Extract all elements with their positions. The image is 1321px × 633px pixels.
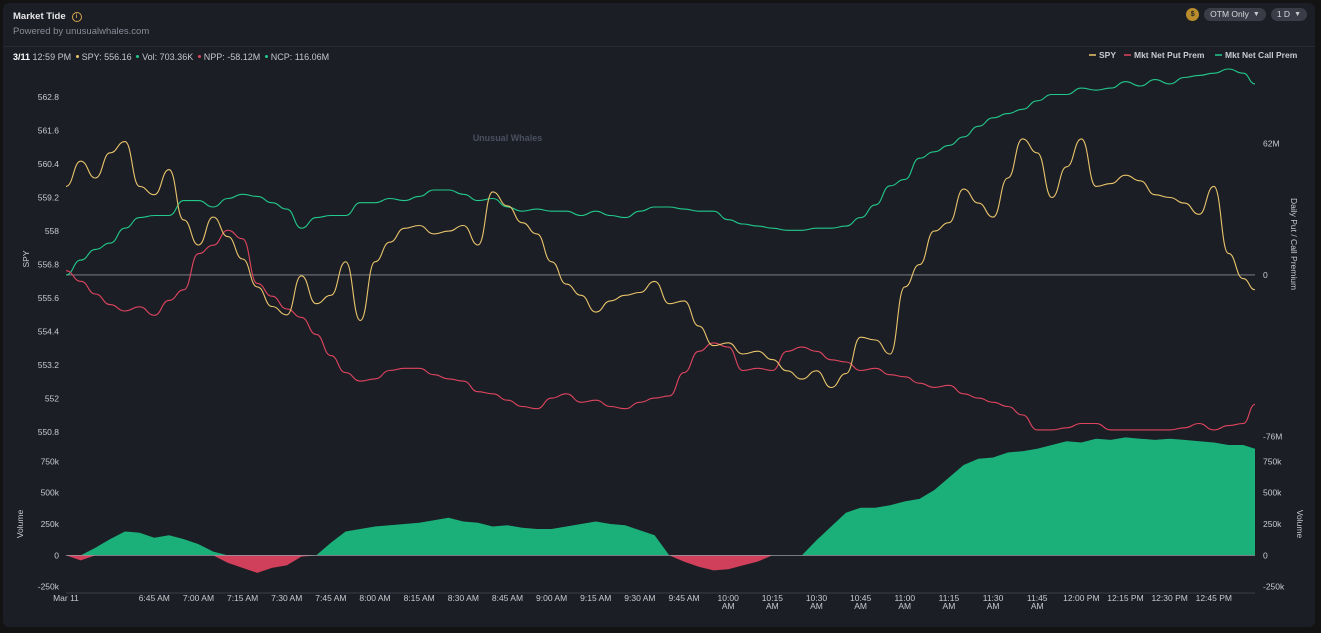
x-tick-label: 9:15 AM (580, 593, 611, 603)
volume-tick-label: 750k (41, 456, 60, 466)
x-tick-label: 8:45 AM (492, 593, 523, 603)
market-tide-chart[interactable]: Unusual Whales 562.8 561.6 560.4 559.2 558 556… (3, 3, 1315, 627)
timeframe-label: 1 D (1276, 9, 1291, 19)
y-tick-label: 552 (45, 394, 59, 404)
ncp-dot-icon (264, 55, 268, 58)
volume-tick-label-right: 250k (1263, 519, 1282, 529)
volume-tick-label: 0 (54, 550, 59, 560)
x-tick-label: 12:45 PM (1196, 593, 1232, 603)
readout-date: 3/11 (13, 52, 31, 62)
legend-item[interactable]: Mkt Net Put Prem (1124, 50, 1205, 60)
readout-ncp: NCP: 116.06M (270, 52, 330, 62)
x-tick-label: 11:45 AM (1027, 593, 1048, 611)
x-tick-label: 11:30 AM (983, 593, 1004, 611)
chart-watermark: Unusual Whales (473, 133, 543, 143)
premium-coin-icon[interactable]: $ (1186, 8, 1200, 21)
widget-subtitle: Powered by unusualwhales.com (13, 26, 150, 37)
x-tick-label: 11:15 AM (939, 593, 960, 611)
widget-title: Market Tide i (13, 11, 82, 22)
y-tick-label: 553.2 (38, 360, 60, 370)
x-tick-label: 7:00 AM (183, 593, 214, 603)
x-tick-label: 7:15 AM (227, 593, 258, 603)
y2-axis-title: Daily Put / Call Premium (1289, 198, 1299, 290)
readout-time: 12:59 PM (32, 52, 72, 62)
series-call-premium-line (65, 68, 1256, 276)
x-tick-label: 12:00 PM (1063, 593, 1099, 603)
volume-tick-label-right: 500k (1263, 488, 1282, 498)
series-put-premium-line (65, 229, 1256, 431)
volume-tick-label-right: 750k (1263, 456, 1282, 466)
y-tick-label: 558 (45, 226, 59, 236)
x-tick-label: 9:00 AM (536, 593, 567, 603)
y2-tick-label: -76M (1263, 431, 1282, 441)
x-tick-label: 10:00 AM (718, 593, 740, 611)
volume-positive-area (66, 437, 1255, 556)
npp-dot-icon (197, 55, 201, 58)
market-tide-card: Market Tide i Powered by unusualwhales.co… (3, 3, 1315, 627)
x-tick-label: 9:45 AM (668, 593, 699, 603)
x-tick-label: 8:30 AM (448, 593, 479, 603)
timeframe-dropdown[interactable]: 1 D ▼ (1270, 8, 1307, 21)
x-tick-label: 10:30 AM (806, 593, 828, 611)
x-tick-label: 8:00 AM (359, 593, 390, 603)
x-tick-label: 12:30 PM (1151, 593, 1187, 603)
y-tick-label: 554.4 (38, 327, 60, 337)
volume-axis-title-right: Volume (1295, 510, 1305, 539)
y-tick-label: 560.4 (38, 159, 60, 169)
volume-tick-label-right: 0 (1263, 550, 1268, 560)
y2-tick-label: 0 (1263, 270, 1268, 280)
otm-filter-label: OTM Only (1210, 9, 1249, 19)
x-tick-label: 10:45 AM (850, 593, 872, 611)
legend-item[interactable]: SPY (1089, 50, 1116, 60)
volume-axis-title: Volume (15, 510, 25, 539)
y-tick-label: 561.6 (38, 125, 60, 135)
x-tick-label: 11:00 AM (894, 593, 915, 611)
y2-tick-label: 62M (1263, 138, 1280, 148)
readout-npp: NPP: -58.12M (203, 52, 261, 62)
crosshair-readout: 3/11 12:59 PM SPY: 556.16 Vol: 703.36K N… (13, 52, 329, 62)
y-tick-label: 555.6 (38, 293, 60, 303)
info-icon[interactable]: i (71, 12, 82, 22)
chevron-down-icon: ▼ (1252, 11, 1260, 18)
header-divider (3, 46, 1315, 47)
volume-tick-label-right: -250k (1263, 582, 1285, 592)
volume-tick-label: -250k (38, 582, 60, 592)
x-tick-label: 7:45 AM (315, 593, 346, 603)
controls: $ OTM Only ▼ 1 D ▼ (1186, 8, 1307, 21)
x-tick-label: 7:30 AM (271, 593, 302, 603)
x-tick-label: Mar 11 (53, 593, 79, 603)
x-tick-label: 12:15 PM (1107, 593, 1143, 603)
legend-label: Mkt Net Call Prem (1225, 50, 1298, 60)
y-tick-label: 550.8 (38, 427, 60, 437)
series-spy-line (65, 138, 1256, 389)
y-tick-label: 559.2 (38, 193, 60, 203)
legend-label: SPY (1099, 50, 1116, 60)
readout-spy: SPY: 556.16 (81, 52, 132, 62)
legend-label: Mkt Net Put Prem (1134, 50, 1205, 60)
volume-tick-label: 250k (41, 519, 60, 529)
widget-title-text: Market Tide (13, 11, 66, 22)
x-tick-label: 8:15 AM (404, 593, 435, 603)
volume-negative-area (66, 555, 1255, 573)
y-axis-title: SPY (21, 250, 31, 267)
x-tick-label: 6:45 AM (139, 593, 170, 603)
otm-filter-dropdown[interactable]: OTM Only ▼ (1204, 8, 1266, 21)
spy-dot-icon (75, 55, 79, 58)
vol-dot-icon (136, 55, 140, 58)
x-tick-label: 10:15 AM (762, 593, 784, 611)
volume-tick-label: 500k (41, 488, 60, 498)
y-tick-label: 562.8 (38, 92, 60, 102)
readout-vol: Vol: 703.36K (142, 52, 194, 62)
chevron-down-icon: ▼ (1294, 11, 1301, 18)
x-tick-label: 9:30 AM (624, 593, 655, 603)
y-tick-label: 556.8 (38, 260, 60, 270)
legend-item[interactable]: Mkt Net Call Prem (1215, 50, 1298, 60)
